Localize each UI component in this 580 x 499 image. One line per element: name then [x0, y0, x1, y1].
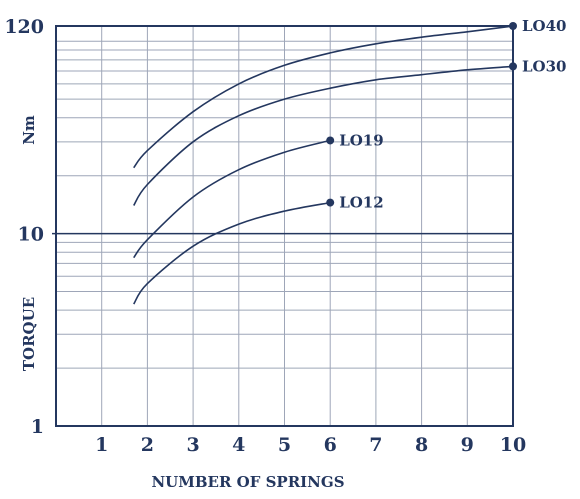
- x-tick-label: 7: [369, 434, 382, 456]
- series-labels: LO40 LO30 LO19 LO12: [339, 17, 566, 212]
- grid: [52, 26, 513, 426]
- x-tick-label: 2: [141, 434, 154, 456]
- x-tick-label: 1: [95, 434, 108, 456]
- series-line-lo40: [133, 25, 514, 169]
- x-tick-label: 3: [186, 434, 199, 456]
- x-tick-labels: 1 2 3 4 5 6 7 8 9 10: [95, 434, 526, 456]
- y-tick-label: 120: [4, 16, 44, 38]
- x-tick-label: 9: [461, 434, 474, 456]
- y-axis-unit: Nm: [20, 115, 38, 145]
- series-endpoint-lo19: [326, 136, 335, 145]
- x-tick-label: 8: [415, 434, 428, 456]
- series-label-lo19: LO19: [339, 131, 384, 149]
- series-label-lo12: LO12: [339, 194, 384, 212]
- series-label-lo40: LO40: [522, 17, 567, 35]
- curves: [133, 22, 517, 305]
- y-tick-label: 10: [18, 224, 44, 246]
- y-axis-title: TORQUE: [20, 297, 38, 371]
- y-tick-label: 1: [31, 416, 44, 438]
- series-line-lo30: [133, 65, 514, 206]
- series-label-lo30: LO30: [522, 57, 567, 75]
- x-tick-label: 6: [324, 434, 337, 456]
- x-tick-label: 5: [278, 434, 291, 456]
- y-tick-labels: 1 10 120: [4, 16, 44, 438]
- x-tick-label: 10: [500, 434, 526, 456]
- plot-frame: [55, 25, 514, 427]
- series-line-lo19: [133, 139, 331, 259]
- series-endpoint-lo12: [326, 198, 335, 207]
- x-axis-title: NUMBER OF SPRINGS: [151, 473, 344, 491]
- series-line-lo12: [133, 201, 331, 305]
- x-tick-label: 4: [232, 434, 245, 456]
